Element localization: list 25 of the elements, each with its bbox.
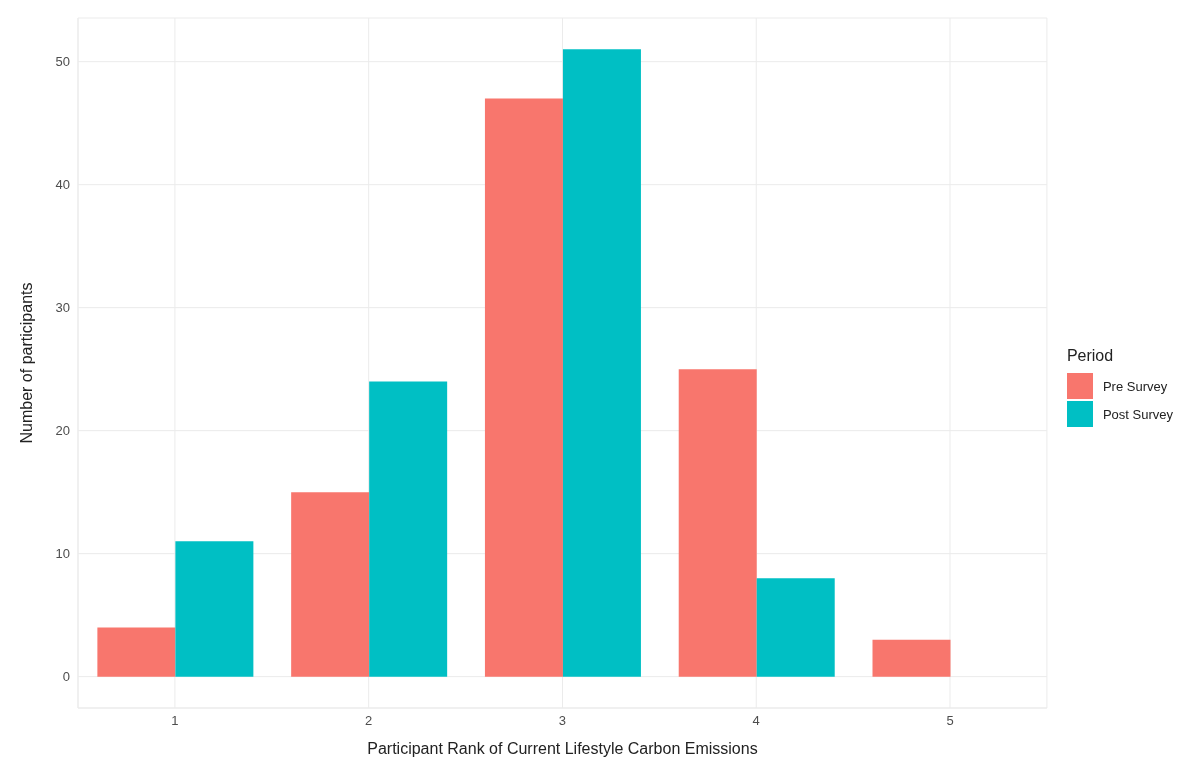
y-tick-label: 50 — [55, 54, 70, 70]
x-tick-label: 4 — [752, 713, 760, 729]
y-axis-title: Number of participants — [17, 282, 35, 444]
x-tick-label: 1 — [171, 713, 179, 729]
legend-title: Period — [1066, 347, 1115, 365]
legend-label: Pre Survey — [1102, 378, 1168, 394]
x-tick-label: 5 — [946, 713, 954, 729]
bar — [872, 639, 951, 677]
bar — [562, 49, 641, 677]
y-tick-label: 20 — [55, 423, 70, 439]
y-tick-label: 10 — [55, 546, 70, 562]
bar — [756, 578, 835, 677]
bar — [291, 492, 370, 677]
x-tick-label: 3 — [558, 713, 567, 729]
bar — [678, 369, 757, 677]
bar — [484, 98, 563, 677]
x-axis-title: Participant Rank of Current Lifestyle Carbon Emissions — [367, 740, 758, 757]
y-tick-label: 40 — [55, 177, 70, 193]
x-tick-label: 2 — [365, 713, 373, 729]
legend-label: Post Survey — [1102, 406, 1173, 422]
bar — [175, 541, 254, 677]
y-tick-label: 0 — [62, 669, 70, 685]
bar — [369, 381, 448, 677]
bar — [97, 627, 176, 677]
y-tick-label: 30 — [55, 300, 70, 316]
